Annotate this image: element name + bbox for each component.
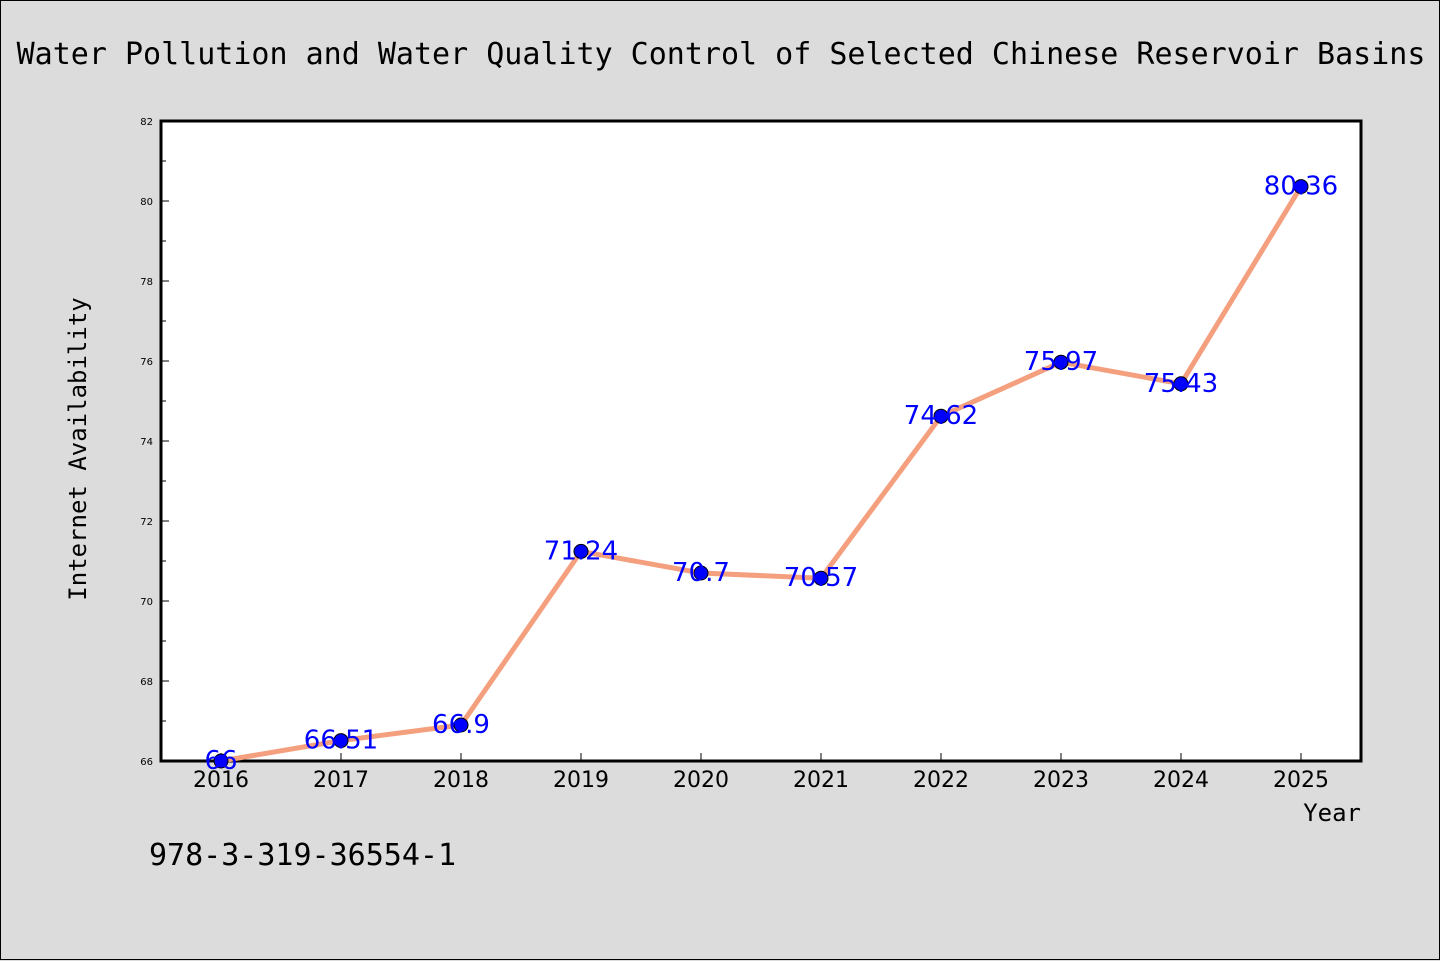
data-label: 80.36 (1264, 172, 1338, 202)
y-tick-label: 82 (140, 117, 153, 128)
y-tick-label: 80 (140, 197, 153, 208)
y-tick-label: 68 (140, 677, 153, 688)
chart-title: Water Pollution and Water Quality Contro… (17, 37, 1426, 72)
data-label: 66 (204, 746, 237, 776)
series-line (218, 184, 1304, 764)
y-tick-label: 74 (140, 437, 153, 448)
y-axis: 66 68 70 72 74 76 78 80 82 (140, 117, 169, 768)
y-tick-label: 70 (140, 597, 153, 608)
data-label-group: 66 66.51 66.9 71.24 70.7 70.57 74.62 75.97 75.43… (204, 172, 1338, 776)
data-point (813, 570, 829, 586)
data-label: 70.7 (672, 558, 730, 588)
x-tick-label: 2023 (1033, 768, 1089, 793)
y-tick-label: 76 (140, 357, 153, 368)
data-label: 75.43 (1144, 369, 1218, 399)
data-point (1173, 376, 1189, 392)
data-label: 71.24 (544, 536, 618, 566)
x-tick-label: 2024 (1153, 768, 1209, 793)
x-tick-label: 2020 (673, 768, 729, 793)
y-axis-label: Internet Availability (64, 297, 92, 600)
data-point (573, 543, 589, 559)
data-point (693, 565, 709, 581)
x-tick-label: 2025 (1273, 768, 1329, 793)
data-label: 66.9 (432, 710, 490, 740)
data-point (933, 408, 949, 424)
y-tick-label: 72 (140, 517, 153, 528)
x-tick-label: 2017 (313, 768, 369, 793)
x-tick-label: 2022 (913, 768, 969, 793)
isbn-note: 978-3-319-36554-1 (149, 838, 456, 873)
x-tick-label: 2018 (433, 768, 489, 793)
data-point (333, 733, 349, 749)
data-label: 70.57 (784, 563, 858, 593)
x-tick-label: 2016 (193, 768, 249, 793)
y-tick-label: 66 (140, 757, 153, 768)
x-axis: 2016 2017 2018 2019 2020 2021 2022 2023 2024 2025 (193, 753, 1329, 793)
x-tick-label: 2021 (793, 768, 849, 793)
plot-area (159, 119, 1363, 763)
data-point (1053, 354, 1069, 370)
data-point (213, 753, 229, 769)
data-point (453, 717, 469, 733)
x-axis-label: Year (1303, 799, 1361, 827)
x-tick-label: 2019 (553, 768, 609, 793)
data-label: 74.62 (904, 401, 978, 431)
data-label: 66.51 (304, 726, 378, 756)
data-label: 75.97 (1024, 347, 1098, 377)
data-point (1293, 179, 1309, 195)
marker-group (213, 179, 1309, 769)
y-tick-label: 78 (140, 277, 153, 288)
series-line-group (218, 184, 1304, 764)
